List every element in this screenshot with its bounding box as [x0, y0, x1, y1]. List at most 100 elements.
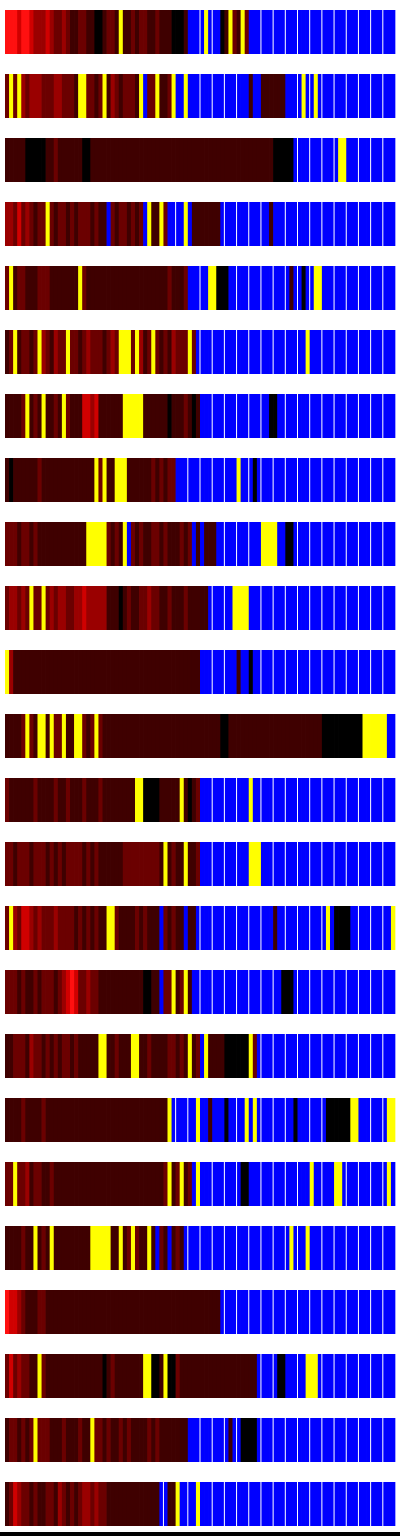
heatmap-separator — [382, 522, 384, 566]
heatmap-cell — [297, 842, 302, 886]
heatmap-cell — [65, 1162, 71, 1206]
heatmap-cell — [135, 138, 140, 182]
heatmap-cell — [204, 1098, 209, 1142]
heatmap-separator — [236, 970, 238, 1014]
heatmap-cell — [122, 1034, 128, 1078]
heatmap-cell — [273, 970, 278, 1014]
heatmap-cell — [269, 906, 274, 950]
heatmap-separator — [382, 778, 384, 822]
heatmap-cell — [216, 330, 221, 374]
heatmap-cell — [13, 842, 18, 886]
heatmap-cell — [126, 138, 132, 182]
heatmap-cell — [179, 778, 185, 822]
heatmap-cell — [118, 1098, 124, 1142]
heatmap-separator — [260, 10, 262, 54]
heatmap-cell — [179, 1482, 185, 1526]
heatmap-cell — [135, 266, 140, 310]
heatmap-cell — [200, 906, 205, 950]
heatmap-cell — [130, 714, 136, 758]
heatmap-cell — [45, 138, 51, 182]
heatmap-cell — [179, 842, 185, 886]
heatmap-cell — [240, 394, 246, 438]
heatmap-cell — [90, 1162, 95, 1206]
heatmap-cell — [321, 202, 327, 246]
heatmap-cell — [281, 522, 286, 566]
heatmap-cell — [236, 970, 241, 1014]
heatmap-cell — [187, 1162, 193, 1206]
heatmap-cell — [224, 202, 229, 246]
heatmap-separator — [223, 586, 225, 630]
heatmap-cell — [265, 906, 270, 950]
heatmap-separator — [199, 1418, 201, 1462]
heatmap-separator — [382, 458, 384, 502]
heatmap-separator — [357, 394, 359, 438]
heatmap-separator — [272, 330, 274, 374]
heatmap-cell — [25, 1418, 30, 1462]
heatmap-cell — [244, 1354, 250, 1398]
heatmap-cell — [309, 330, 315, 374]
heatmap-cell — [191, 714, 197, 758]
heatmap-cell — [139, 714, 144, 758]
heatmap-cell — [98, 906, 103, 950]
heatmap-cell — [37, 74, 42, 118]
heatmap-cell — [17, 1162, 22, 1206]
heatmap-cell — [317, 10, 323, 54]
heatmap-separator — [223, 842, 225, 886]
heatmap-separator — [236, 778, 238, 822]
heatmap-cell — [65, 330, 71, 374]
heatmap-cell — [260, 266, 266, 310]
heatmap-cell — [244, 1226, 250, 1270]
heatmap-cell — [293, 202, 298, 246]
heatmap-cell — [126, 842, 132, 886]
heatmap-cell — [370, 394, 376, 438]
heatmap-cell — [232, 138, 237, 182]
heatmap-cell — [309, 1354, 315, 1398]
heatmap-cell — [342, 970, 347, 1014]
heatmap-cell — [301, 842, 306, 886]
heatmap-cell — [102, 10, 107, 54]
heatmap-cell — [334, 522, 339, 566]
heatmap-cell — [122, 586, 128, 630]
heatmap-separator — [297, 1418, 298, 1462]
heatmap-cell — [143, 1482, 148, 1526]
heatmap-cell — [313, 138, 319, 182]
heatmap-cell — [269, 202, 274, 246]
heatmap-separator — [382, 266, 384, 310]
heatmap-cell — [212, 586, 217, 630]
heatmap-separator — [345, 842, 347, 886]
heatmap-cell — [5, 458, 10, 502]
heatmap-cell — [265, 394, 270, 438]
heatmap-cell — [183, 1034, 189, 1078]
heatmap-separator — [223, 202, 225, 246]
heatmap-cell — [362, 458, 367, 502]
heatmap-cell — [163, 906, 168, 950]
heatmap-cell — [25, 586, 30, 630]
heatmap-cell — [135, 1482, 140, 1526]
heatmap-separator — [345, 1418, 347, 1462]
heatmap-cell — [41, 202, 46, 246]
heatmap-cell — [37, 266, 42, 310]
heatmap-cell — [45, 74, 51, 118]
heatmap-cell — [9, 1098, 14, 1142]
heatmap-cell — [98, 74, 103, 118]
heatmap-cell — [366, 458, 371, 502]
heatmap-cell — [45, 1418, 51, 1462]
heatmap-cell — [265, 202, 270, 246]
heatmap-separator — [321, 1098, 323, 1142]
heatmap-separator — [309, 1034, 311, 1078]
heatmap-cell — [21, 1354, 26, 1398]
heatmap-cell — [265, 1162, 270, 1206]
heatmap-cell — [90, 970, 95, 1014]
heatmap-cell — [317, 1034, 323, 1078]
heatmap-separator — [370, 1226, 372, 1270]
heatmap-cell — [183, 266, 189, 310]
heatmap-cell — [350, 1418, 355, 1462]
heatmap-cell — [236, 906, 241, 950]
heatmap-cell — [191, 10, 197, 54]
heatmap-cell — [236, 266, 241, 310]
heatmap-cell — [53, 1226, 59, 1270]
heatmap-separator — [382, 330, 384, 374]
heatmap-cell — [240, 906, 246, 950]
heatmap-cell — [256, 778, 262, 822]
heatmap-cell — [240, 138, 246, 182]
